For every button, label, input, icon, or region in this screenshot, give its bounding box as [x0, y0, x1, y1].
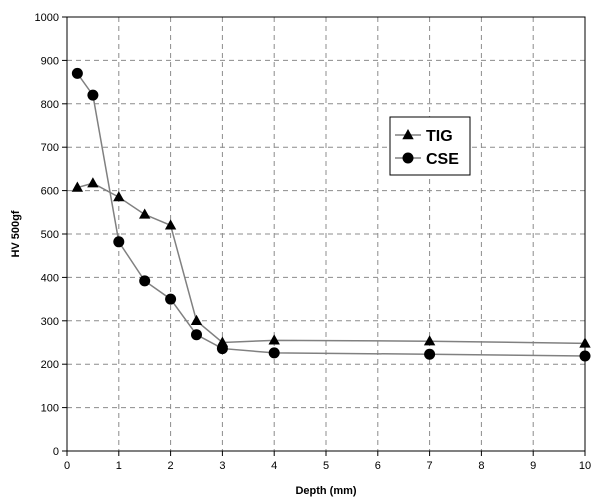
data-point-cse [71, 67, 83, 79]
data-point-tig [113, 191, 125, 202]
series-tig [71, 177, 591, 348]
series-line-cse [76, 72, 586, 357]
data-point-cse [191, 329, 202, 341]
data-point-cse [424, 348, 436, 360]
x-tick-label: 8 [478, 460, 484, 472]
x-tick-label: 5 [323, 460, 329, 472]
x-tick-label: 10 [579, 460, 591, 472]
x-tick-label: 7 [427, 460, 433, 472]
data-point-cse [268, 347, 280, 359]
series [71, 67, 591, 362]
y-tick-label: 0 [53, 446, 59, 458]
y-tick-label: 400 [41, 272, 59, 284]
legend-entry-cse: CSE [395, 151, 459, 168]
data-point-tig [71, 181, 84, 192]
x-tick-label: 9 [530, 460, 536, 472]
data-point-tig [190, 314, 203, 325]
y-tick-label: 1000 [35, 12, 59, 24]
data-point-cse [139, 275, 151, 287]
data-point-cse [113, 236, 125, 248]
x-tick-label: 2 [168, 460, 174, 472]
data-point-tig [268, 334, 280, 345]
y-tick-label: 600 [41, 186, 59, 198]
y-tick-label: 500 [41, 229, 59, 241]
data-point-tig [139, 208, 151, 219]
legend-marker-triangle [402, 129, 414, 140]
y-tick-label: 300 [41, 316, 59, 328]
x-tick-label: 3 [219, 460, 225, 472]
data-point-cse [579, 350, 591, 362]
gridlines [67, 17, 585, 451]
axis-ticks: 0 100 200 300 400 500 600 700 800 900 1000 0 1 2 3 4 5 6 7… [35, 12, 592, 472]
y-axis-title: HV 500gf [10, 210, 22, 257]
x-tick-label: 1 [116, 460, 122, 472]
x-axis-title: Depth (mm) [295, 485, 356, 497]
data-point-tig [579, 337, 591, 348]
y-tick-label: 800 [41, 99, 59, 111]
legend: TIG CSE [389, 116, 471, 176]
x-tick-label: 6 [375, 460, 381, 472]
data-point-cse [87, 89, 99, 101]
y-tick-label: 100 [41, 403, 59, 415]
x-tick-label: 4 [271, 460, 277, 472]
legend-box [389, 116, 471, 176]
y-tick-label: 200 [41, 359, 59, 371]
data-point-cse [216, 343, 228, 355]
x-tick-label: 0 [64, 460, 70, 472]
y-tick-label: 900 [41, 55, 59, 67]
series-line-tig [77, 182, 586, 345]
data-point-tig [87, 177, 99, 188]
y-tick-label: 700 [41, 142, 59, 154]
legend-marker-circle [402, 152, 414, 164]
legend-label-cse: CSE [426, 151, 459, 168]
data-point-tig [164, 219, 177, 230]
series-cse [71, 67, 591, 362]
data-point-cse [165, 293, 177, 305]
data-point-tig [423, 335, 436, 346]
legend-entry-tig: TIG [395, 128, 453, 145]
legend-label-tig: TIG [426, 128, 453, 145]
